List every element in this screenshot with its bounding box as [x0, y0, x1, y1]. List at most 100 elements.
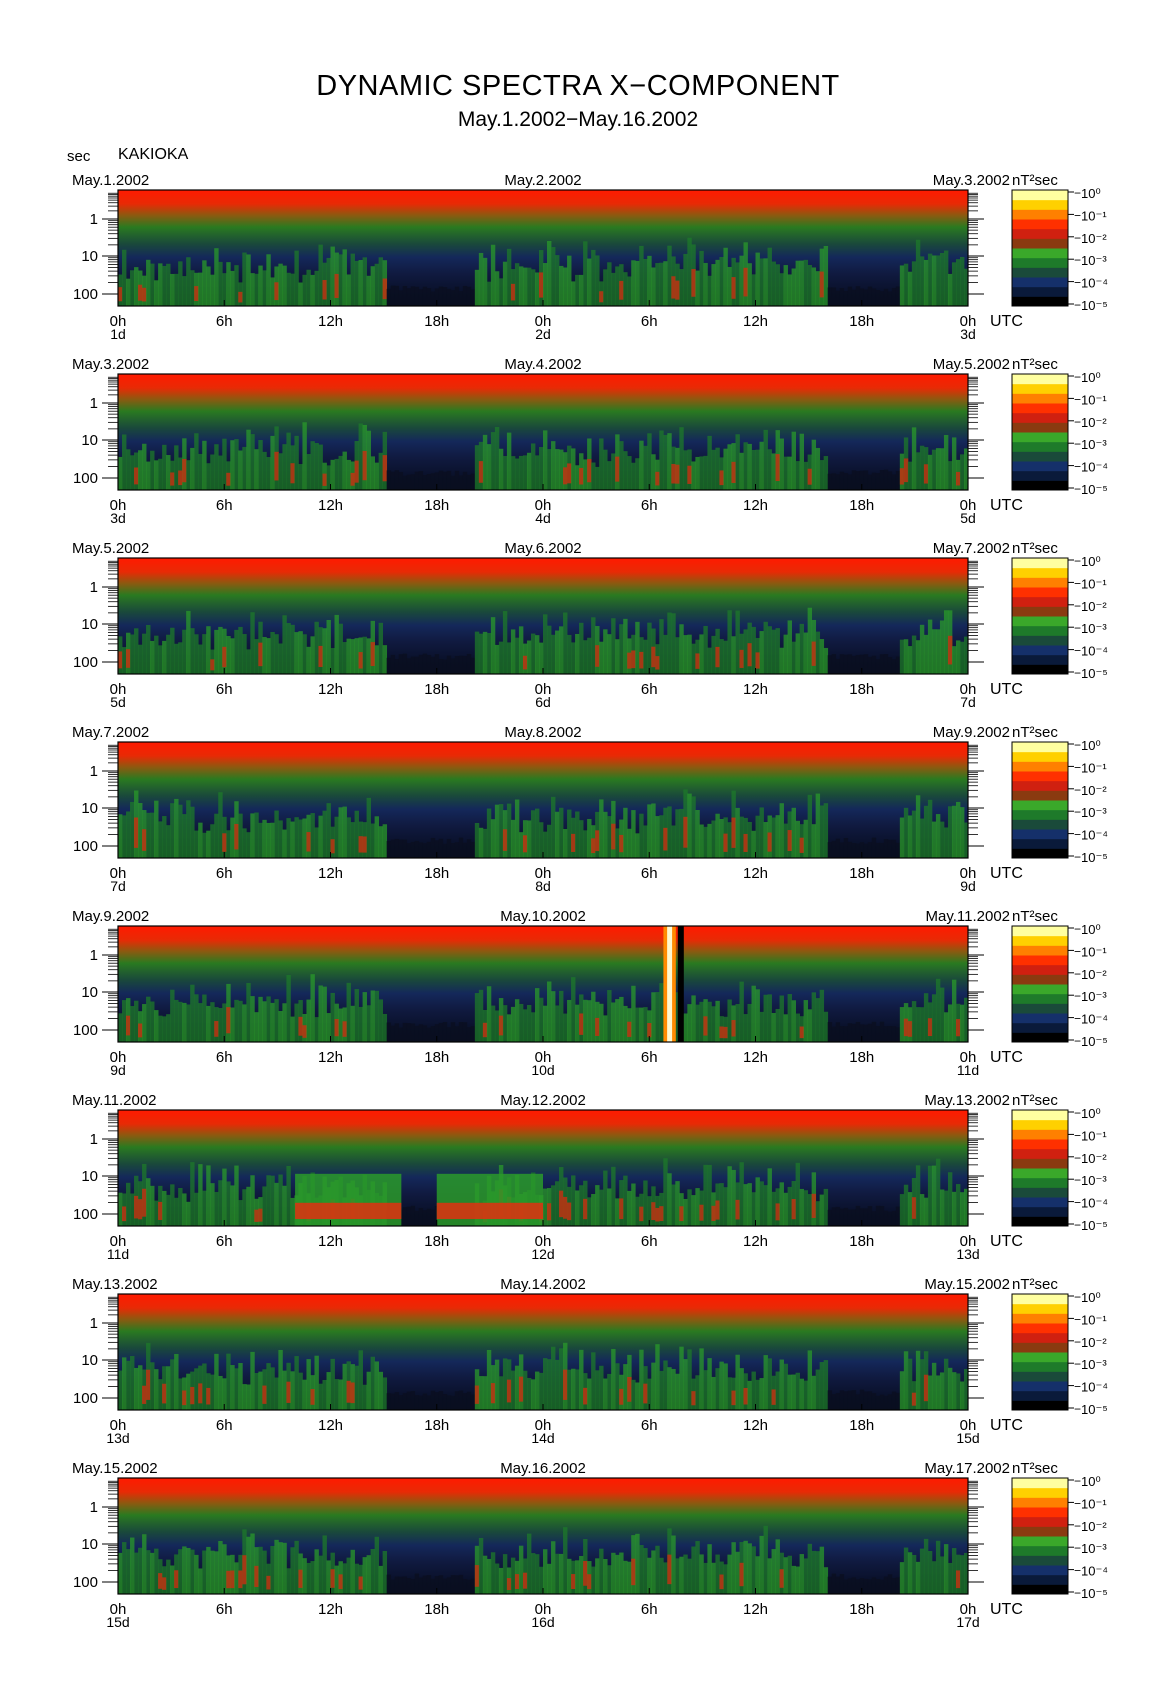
x-tick-label: 18h	[424, 313, 449, 330]
colorbar-tick-label: 10⁰	[1081, 1290, 1101, 1305]
panel-mid-date: May.2.2002	[504, 172, 581, 189]
panel-mid-date: May.14.2002	[500, 1276, 586, 1293]
colorbar-tick-mark: −	[1074, 967, 1081, 981]
panel-start-date: May.1.2002	[72, 172, 149, 189]
panel-mid-date: May.6.2002	[504, 540, 581, 557]
y-tick-label: 10	[81, 1536, 98, 1553]
colorbar-tick-label: 10⁻²	[1081, 415, 1107, 430]
x-tick-label: 12h	[743, 865, 768, 882]
y-minor-ticks	[108, 928, 984, 1031]
x-tick-label: 0h	[535, 1233, 552, 1250]
colorbar-tick-mark: −	[1074, 738, 1081, 752]
y-minor-ticks	[108, 1480, 984, 1583]
day-label: 8d	[535, 878, 551, 894]
day-label: 11d	[957, 1062, 979, 1078]
x-tick-label: 18h	[849, 497, 874, 514]
colorbar-tick-label: 10⁰	[1081, 738, 1101, 753]
colorbar-tick-label: 10⁻²	[1081, 1519, 1107, 1534]
colorbar-tick-mark: −	[1074, 298, 1081, 312]
x-tick-label: 6h	[641, 681, 658, 698]
colorbar-tick-mark: −	[1074, 666, 1081, 680]
colorbar-tick-label: 10⁻¹	[1081, 392, 1107, 407]
panel-start-date: May.13.2002	[72, 1276, 158, 1293]
panel-end-date: May.5.2002	[933, 356, 1010, 373]
colorbar-tick-label: 10⁻⁴	[1081, 1564, 1108, 1579]
colorbar-tick-label: 10⁻⁴	[1081, 1012, 1108, 1027]
colorbar-tick-label: 10⁻⁵	[1081, 1034, 1108, 1049]
colorbar-tick-label: 10⁻¹	[1081, 1312, 1107, 1327]
colorbar-tick-label: 10⁻³	[1081, 989, 1107, 1004]
colorbar-tick-label: 10⁻²	[1081, 783, 1107, 798]
colorbar-tick-mark: −	[1074, 208, 1081, 222]
panel-end-date: May.17.2002	[924, 1460, 1010, 1477]
colorbar-tick-mark: −	[1074, 783, 1081, 797]
x-tick-label: 18h	[849, 1233, 874, 1250]
y-tick-label: 100	[73, 838, 98, 855]
panel-end-date: May.11.2002	[926, 908, 1011, 925]
x-axis-unit: UTC	[990, 313, 1023, 330]
day-label: 13d	[106, 1430, 129, 1446]
colorbar-tick-mark: −	[1074, 276, 1081, 290]
x-tick-label: 0h	[535, 313, 552, 330]
colorbar-tick-mark: −	[1074, 760, 1081, 774]
colorbar-tick-label: 10⁰	[1081, 1474, 1101, 1489]
day-label: 14d	[531, 1430, 554, 1446]
day-label: 16d	[531, 1614, 554, 1630]
x-tick-label: 0h	[960, 1601, 977, 1618]
colorbar-tick-label: 10⁻⁴	[1081, 276, 1108, 291]
x-tick-label: 18h	[849, 1417, 874, 1434]
y-tick-label: 1	[90, 395, 98, 412]
panel-end-date: May.3.2002	[933, 172, 1010, 189]
day-label: 17d	[956, 1614, 979, 1630]
y-tick-label: 100	[73, 1206, 98, 1223]
colorbar-tick-mark: −	[1074, 482, 1081, 496]
x-tick-label: 0h	[960, 313, 977, 330]
x-tick-label: 6h	[216, 865, 233, 882]
panel-mid-date: May.12.2002	[500, 1092, 586, 1109]
colorbar-tick-label: 10⁻³	[1081, 1173, 1107, 1188]
spectra-panel: May.5.2002 May.6.2002 May.7.2002 nT²sec 1 10 1…	[72, 540, 1108, 710]
x-tick-label: 0h	[535, 865, 552, 882]
y-tick-label: 10	[81, 1168, 98, 1185]
spectrogram-cells	[118, 789, 969, 858]
x-tick-label: 0h	[110, 1601, 127, 1618]
day-label: 4d	[535, 510, 551, 526]
colorbar-tick-mark: −	[1074, 1519, 1081, 1533]
colorbar-tick-mark: −	[1074, 415, 1081, 429]
x-tick-label: 18h	[424, 865, 449, 882]
x-axis-unit: UTC	[990, 1417, 1023, 1434]
colorbar-unit: nT²sec	[1012, 540, 1058, 557]
colorbar-tick-mark: −	[1074, 621, 1081, 635]
spectra-panel: May.3.2002 May.4.2002 May.5.2002 nT²sec 1 10 1…	[72, 356, 1108, 526]
colorbar-tick-label: 10⁻²	[1081, 1335, 1107, 1350]
x-tick-label: 6h	[216, 1417, 233, 1434]
colorbar: −10⁰− 10⁻¹− 10⁻²− 10⁻³− 10⁻⁴− 10⁻⁵	[1011, 922, 1108, 1049]
panel-mid-date: May.16.2002	[500, 1460, 586, 1477]
spectra-panel: May.9.2002 May.10.2002 May.11.2002 nT²sec11…	[72, 908, 1108, 1078]
colorbar-tick-label: 10⁻²	[1081, 599, 1107, 614]
y-tick-label: 100	[73, 654, 98, 671]
x-axis-unit: UTC	[990, 1049, 1023, 1066]
colorbar-tick-mark: −	[1074, 922, 1081, 936]
day-label: 9d	[960, 878, 976, 894]
x-tick-label: 12h	[318, 1417, 343, 1434]
x-tick-label: 0h	[110, 1417, 127, 1434]
x-tick-label: 0h	[960, 865, 977, 882]
spectra-panel: May.11.2002 May.12.2002 May.13.2002 nT²sec 1…	[72, 1092, 1108, 1262]
y-tick-label: 1	[90, 1499, 98, 1516]
colorbar-tick-mark: −	[1074, 253, 1081, 267]
colorbar-tick-mark: −	[1074, 1496, 1081, 1510]
colorbar-tick-label: 10⁻⁵	[1081, 666, 1108, 681]
colorbar-tick-mark: −	[1074, 1128, 1081, 1142]
colorbar: −10⁰− 10⁻¹− 10⁻²− 10⁻³− 10⁻⁴− 10⁻⁵	[1011, 186, 1108, 313]
y-tick-label: 1	[90, 211, 98, 228]
x-tick-label: 12h	[743, 1417, 768, 1434]
x-tick-label: 6h	[641, 865, 658, 882]
x-tick-label: 0h	[110, 313, 127, 330]
colorbar-tick-mark: −	[1074, 850, 1081, 864]
x-tick-label: 6h	[216, 313, 233, 330]
day-label: 1d	[110, 326, 126, 342]
x-tick-label: 12h	[318, 497, 343, 514]
x-tick-label: 6h	[641, 1233, 658, 1250]
x-tick-label: 0h	[110, 1233, 127, 1250]
